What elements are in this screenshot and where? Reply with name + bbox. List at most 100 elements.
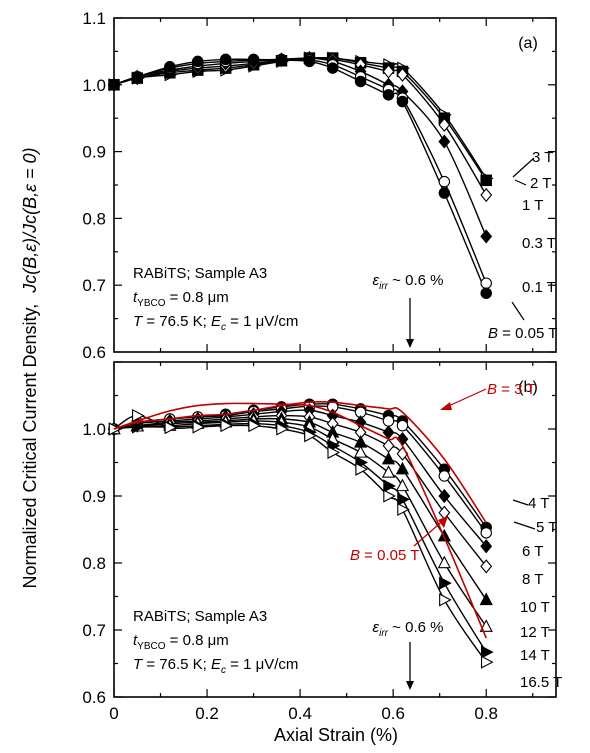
series-label: 8 T — [522, 571, 543, 588]
x-tick-label: 0.8 — [474, 704, 498, 723]
data-point — [327, 445, 341, 460]
fit-line — [113, 57, 487, 237]
data-point — [304, 429, 317, 443]
data-point — [438, 187, 451, 199]
data-point — [132, 420, 145, 434]
info-line-1: RABiTS; Sample A3 — [133, 608, 267, 625]
data-point — [397, 502, 410, 517]
x-tick-label: 0.4 — [288, 704, 312, 723]
data-point — [132, 408, 145, 423]
y-tick-label: 0.7 — [82, 276, 106, 295]
y-tick-label: 1.1 — [82, 9, 106, 28]
data-point — [437, 528, 451, 542]
data-point — [247, 53, 260, 66]
data-point — [381, 465, 396, 478]
y-tick-label: 0.8 — [82, 554, 106, 573]
fit-line — [113, 414, 487, 567]
data-point — [438, 117, 451, 132]
series-label-arrow — [512, 499, 529, 506]
data-point — [438, 175, 451, 188]
x-tick-label: 0.2 — [195, 704, 219, 723]
data-point — [382, 438, 395, 453]
y-axis-label-formula: Jc(B,ε)/Jc(B,ε = 0) — [20, 147, 40, 293]
y-tick-label: 1.0 — [82, 420, 106, 439]
series-label: 0.3 T — [522, 235, 556, 252]
data-point — [480, 539, 493, 554]
irr-arrow-head — [406, 339, 414, 348]
red-arrowhead-005t — [438, 516, 448, 528]
info-line-1: RABiTS; Sample A3 — [133, 265, 267, 282]
y-tick-label: 0.7 — [82, 621, 106, 640]
data-point — [108, 79, 120, 91]
info-line-2: tYBCO = 0.8 μm — [133, 289, 229, 309]
data-point — [382, 64, 395, 79]
series-label-b005: B = 0.05 T — [488, 325, 557, 342]
series-label: 1 T — [522, 197, 543, 214]
data-point — [164, 421, 178, 435]
panel-a: 0.6 0.7 0.8 0.9 1.0 1.1 (a) RABiTS; Sample A3 tY… — [82, 9, 557, 362]
panel-label: (a) — [518, 35, 538, 52]
data-point — [192, 420, 206, 434]
data-point — [219, 53, 232, 66]
y-tick-label: 0.6 — [82, 343, 106, 362]
data-point — [248, 419, 262, 433]
reference-curve-3t — [113, 400, 487, 524]
series-label: 5 T — [536, 519, 557, 536]
y-tick-label: 0.9 — [82, 143, 106, 162]
data-point — [480, 187, 493, 203]
panel-label: (b) — [518, 379, 538, 396]
data-point — [382, 89, 395, 101]
data-point — [480, 645, 494, 659]
data-point — [396, 67, 409, 82]
x-tick-label: 0.6 — [381, 704, 405, 723]
data-point — [303, 55, 316, 68]
series-label-arrow — [514, 179, 527, 186]
irr-arrow-head — [406, 681, 414, 690]
series-label-arrow — [512, 157, 535, 178]
series-label: 16.5 T — [520, 674, 562, 691]
data-point — [479, 619, 493, 632]
series-label-arrow — [513, 521, 536, 530]
red-arrowhead-3t — [440, 402, 452, 410]
fit-line — [113, 58, 487, 294]
irr-label: εirr ~ 0.6 % — [373, 272, 444, 292]
data-point — [383, 479, 396, 493]
data-point — [326, 62, 339, 74]
reference-curve-005t — [113, 402, 487, 639]
data-point — [480, 287, 492, 299]
data-point — [480, 559, 493, 574]
data-point — [480, 229, 493, 244]
data-point — [220, 419, 234, 433]
info-line-2: tYBCO = 0.8 μm — [133, 632, 229, 652]
series-label: 12 T — [520, 624, 550, 641]
irr-label: εirr ~ 0.6 % — [373, 619, 444, 639]
data-point — [275, 54, 288, 66]
data-point — [480, 174, 492, 187]
y-tick-label: 0.9 — [82, 487, 106, 506]
data-point — [382, 415, 395, 427]
data-point — [354, 75, 367, 88]
x-tick-label: 0 — [109, 704, 118, 723]
red-label-3t: B = 3 T — [487, 381, 536, 398]
data-point — [480, 277, 492, 289]
series-label: 4 T — [528, 495, 549, 512]
red-label-005t: B = 0.05 T — [350, 547, 419, 564]
data-point — [437, 555, 451, 569]
info-line-3: T = 76.5 K; Ec = 1 μV/cm — [133, 656, 298, 676]
data-point — [480, 655, 494, 669]
y-tick-label: 1.0 — [82, 76, 106, 95]
series-label: 14 T — [520, 647, 550, 664]
series-label: 6 T — [522, 543, 543, 560]
data-point — [164, 61, 176, 73]
data-point — [395, 478, 410, 492]
info-line-3: T = 76.5 K; Ec = 1 μV/cm — [133, 313, 298, 333]
series-label: 2 T — [530, 175, 551, 192]
data-point — [397, 492, 410, 506]
y-tick-label: 0.6 — [82, 688, 106, 707]
data-point — [131, 71, 144, 83]
data-point — [353, 445, 368, 458]
data-point — [276, 422, 289, 436]
data-point — [396, 419, 409, 432]
data-point — [396, 95, 409, 108]
